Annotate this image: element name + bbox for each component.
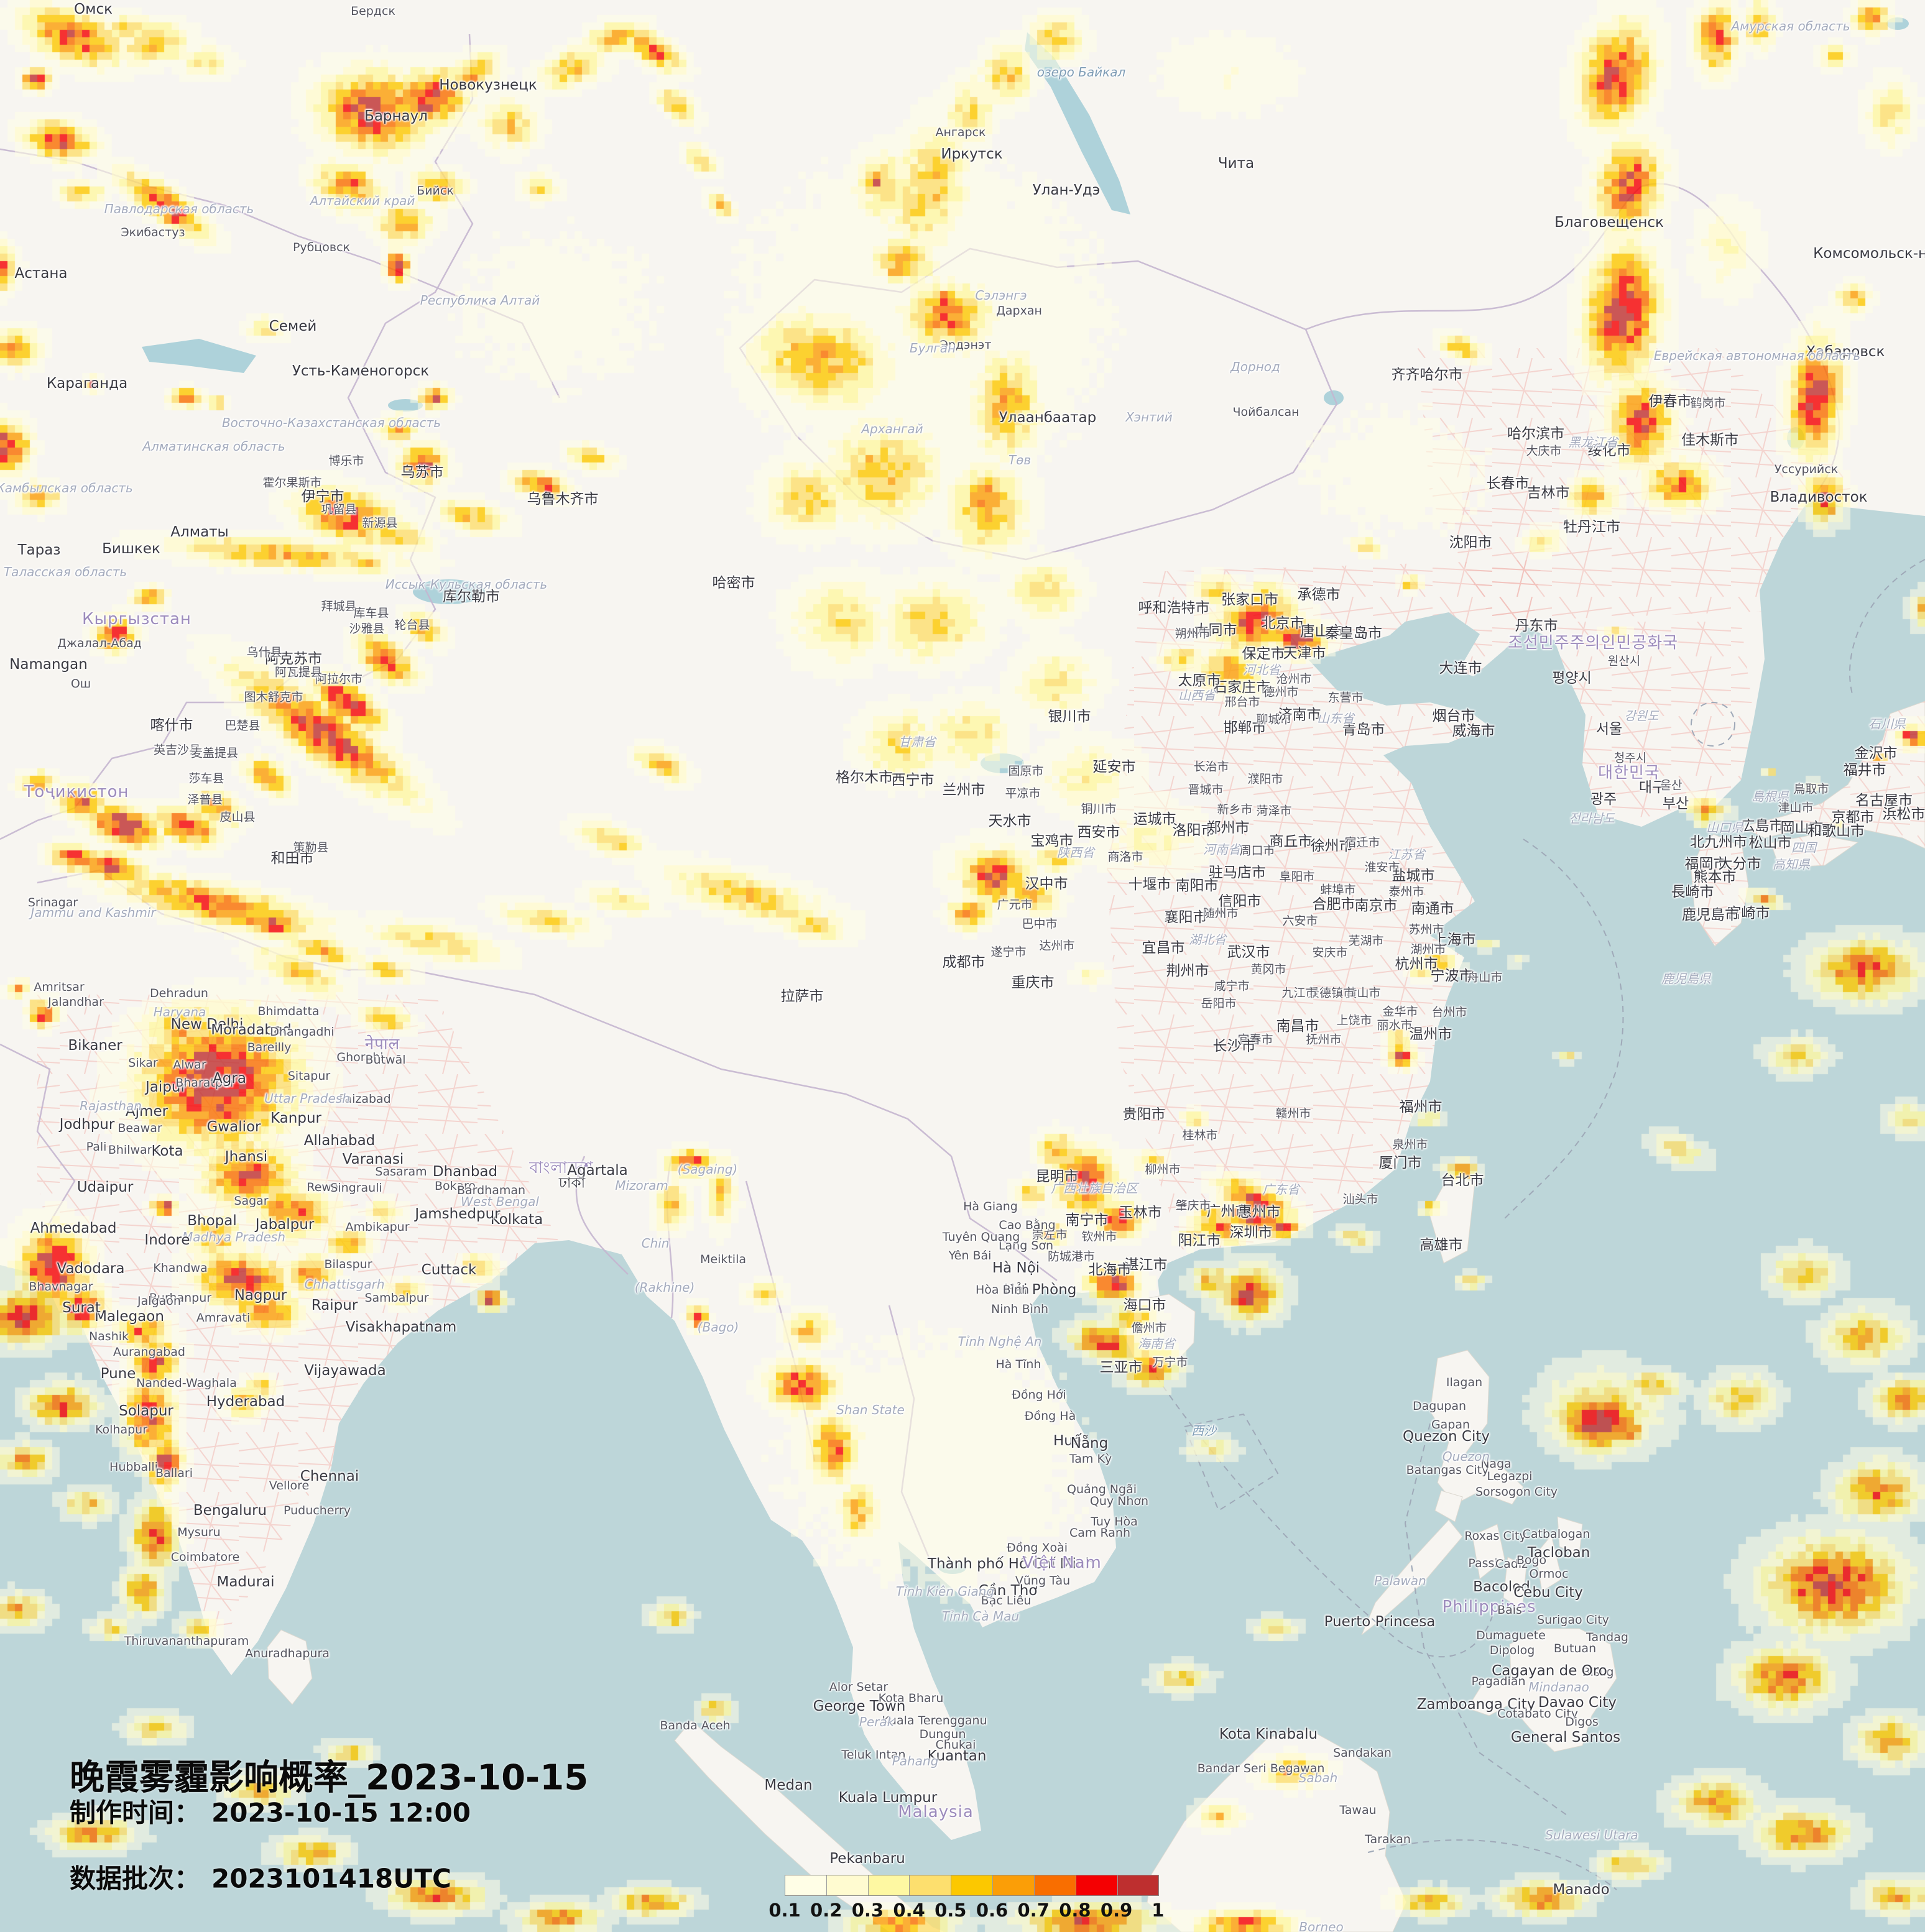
production-time-value: 2023-10-15 12:00 (211, 1797, 471, 1828)
legend-tick-label: 0.8 (1059, 1900, 1091, 1921)
legend-swatch (868, 1875, 910, 1895)
legend-swatch (993, 1875, 1035, 1895)
legend-swatch (1034, 1875, 1076, 1895)
legend-swatch (785, 1875, 827, 1895)
legend-tick-label: 0.6 (976, 1900, 1009, 1921)
legend-swatch (951, 1875, 994, 1895)
data-batch-value: 2023101418UTC (211, 1863, 451, 1894)
map-title: 晚霞雾霾影响概率_2023-10-15 (70, 1757, 589, 1798)
legend-swatch (1076, 1875, 1118, 1895)
legend-tick-label: 0.5 (935, 1900, 967, 1921)
production-time-label: 制作时间： (70, 1797, 201, 1828)
legend-swatch (1117, 1875, 1159, 1895)
legend-swatch (910, 1875, 952, 1895)
legend-tick-label: 0.2 (810, 1900, 842, 1921)
legend-swatch (826, 1875, 869, 1895)
production-time-line: 制作时间： 2023-10-15 12:00 (70, 1792, 471, 1830)
legend-tick-label: 0.3 (851, 1900, 884, 1921)
legend-tick-label: 0.7 (1017, 1900, 1050, 1921)
data-batch-line: 数据批次： 2023101418UTC (70, 1858, 451, 1896)
legend-tick-label: 0.4 (893, 1900, 925, 1921)
data-batch-label: 数据批次： (70, 1863, 201, 1894)
legend-color-bar (785, 1875, 1160, 1896)
legend-tick-label: 0.9 (1100, 1900, 1133, 1921)
legend-tick-label: 0.1 (769, 1900, 801, 1921)
legend-tick-label: 1 (1152, 1900, 1165, 1921)
probability-legend: 0.1 0.2 0.3 0.4 0.5 0.6 0.7 0.8 0.9 1 (769, 1875, 1164, 1921)
